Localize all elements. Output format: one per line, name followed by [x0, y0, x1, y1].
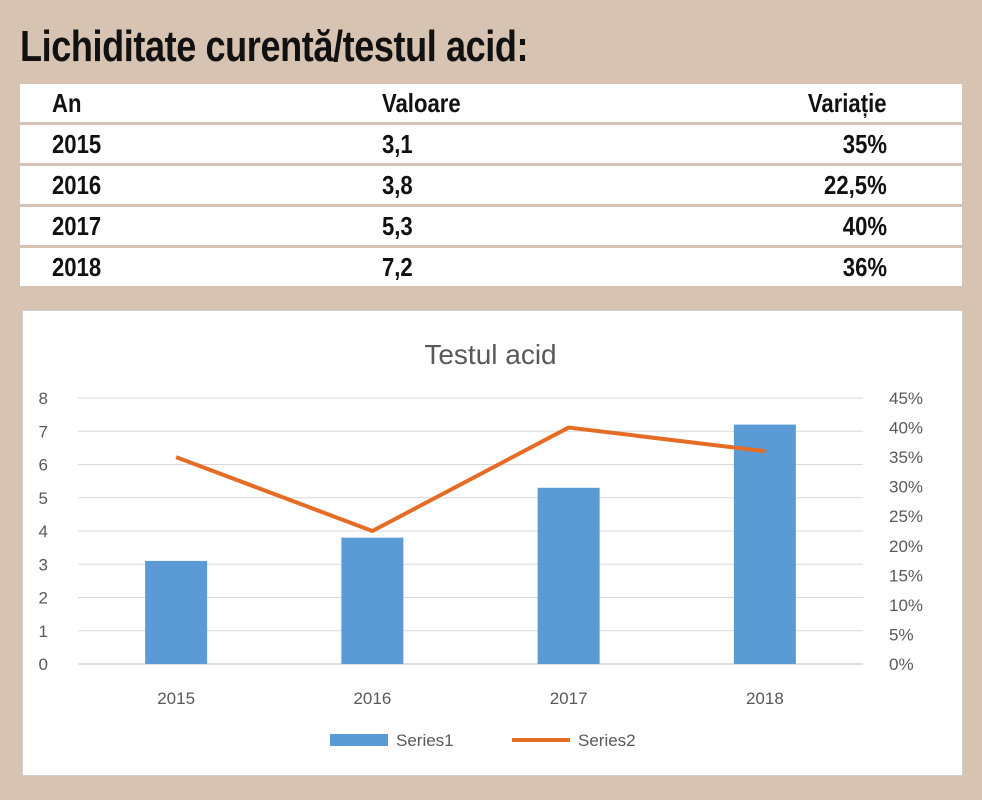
chart-panel: Testul acid 0 1 2 3 4 5 6 7 8 0% 5% 10% 15% 20% 25% 30% 3…	[22, 310, 963, 776]
chart-title: Testul acid	[424, 339, 556, 370]
y2-tick-label: 30%	[889, 478, 923, 497]
y2-tick-label: 25%	[889, 507, 923, 526]
table-row: 2015 3,1 35%	[20, 125, 962, 163]
y2-tick-label: 10%	[889, 596, 923, 615]
header-value: Valoare	[382, 88, 461, 118]
cell-year: 2018	[52, 252, 102, 282]
y2-tick-label: 15%	[889, 566, 923, 585]
table-header-row: An Valoare Variație	[20, 84, 962, 122]
cell-value: 3,8	[382, 170, 413, 200]
bar	[341, 537, 404, 664]
x-tick-label: 2016	[353, 689, 391, 708]
cell-variation: 40%	[842, 211, 887, 241]
y2-tick-label: 45%	[889, 389, 923, 408]
cell-variation: 35%	[842, 129, 887, 159]
y-tick-label: 0	[39, 655, 48, 674]
bar	[537, 487, 600, 664]
table-row: 2016 3,8 22,5%	[20, 166, 962, 204]
cell-year: 2017	[52, 211, 102, 241]
x-tick-label: 2017	[550, 689, 588, 708]
legend-swatch-series1	[330, 734, 388, 746]
cell-variation: 22,5%	[824, 170, 887, 200]
table-row: 2018 7,2 36%	[20, 248, 962, 286]
cell-year: 2015	[52, 129, 102, 159]
y2-tick-label: 20%	[889, 537, 923, 556]
y-tick-label: 7	[39, 422, 48, 441]
y-tick-label: 3	[39, 555, 48, 574]
cell-year: 2016	[52, 170, 102, 200]
x-tick-label: 2015	[157, 689, 195, 708]
cell-value: 7,2	[382, 252, 413, 282]
x-tick-label: 2018	[746, 689, 784, 708]
y2-tick-label: 35%	[889, 448, 923, 467]
y-tick-label: 1	[39, 622, 48, 641]
cell-value: 3,1	[382, 129, 413, 159]
combo-chart: Testul acid 0 1 2 3 4 5 6 7 8 0% 5% 10% 15% 20% 25% 30% 3…	[39, 339, 924, 750]
line-series	[175, 425, 766, 533]
y2-tick-label: 40%	[889, 419, 923, 438]
cell-variation: 36%	[842, 252, 887, 282]
page-title: Lichiditate curentă/testul acid:	[20, 22, 529, 71]
header-variation: Variație	[808, 88, 887, 118]
legend-label-series2: Series2	[578, 731, 636, 750]
y2-tick-label: 0%	[889, 655, 914, 674]
table-row: 2017 5,3 40%	[20, 207, 962, 245]
y-tick-label: 5	[39, 489, 48, 508]
data-table: An Valoare Variație 2015 3,1 35% 2016 3,…	[20, 84, 962, 289]
cell-value: 5,3	[382, 211, 413, 241]
header-year: An	[52, 88, 82, 118]
y2-tick-label: 5%	[889, 625, 914, 644]
y-tick-label: 4	[39, 522, 48, 541]
y-tick-label: 6	[39, 456, 48, 475]
y-tick-label: 8	[39, 389, 48, 408]
bar	[145, 560, 208, 664]
bar	[733, 424, 796, 664]
legend-label-series1: Series1	[396, 731, 454, 750]
y-tick-label: 2	[39, 589, 48, 608]
